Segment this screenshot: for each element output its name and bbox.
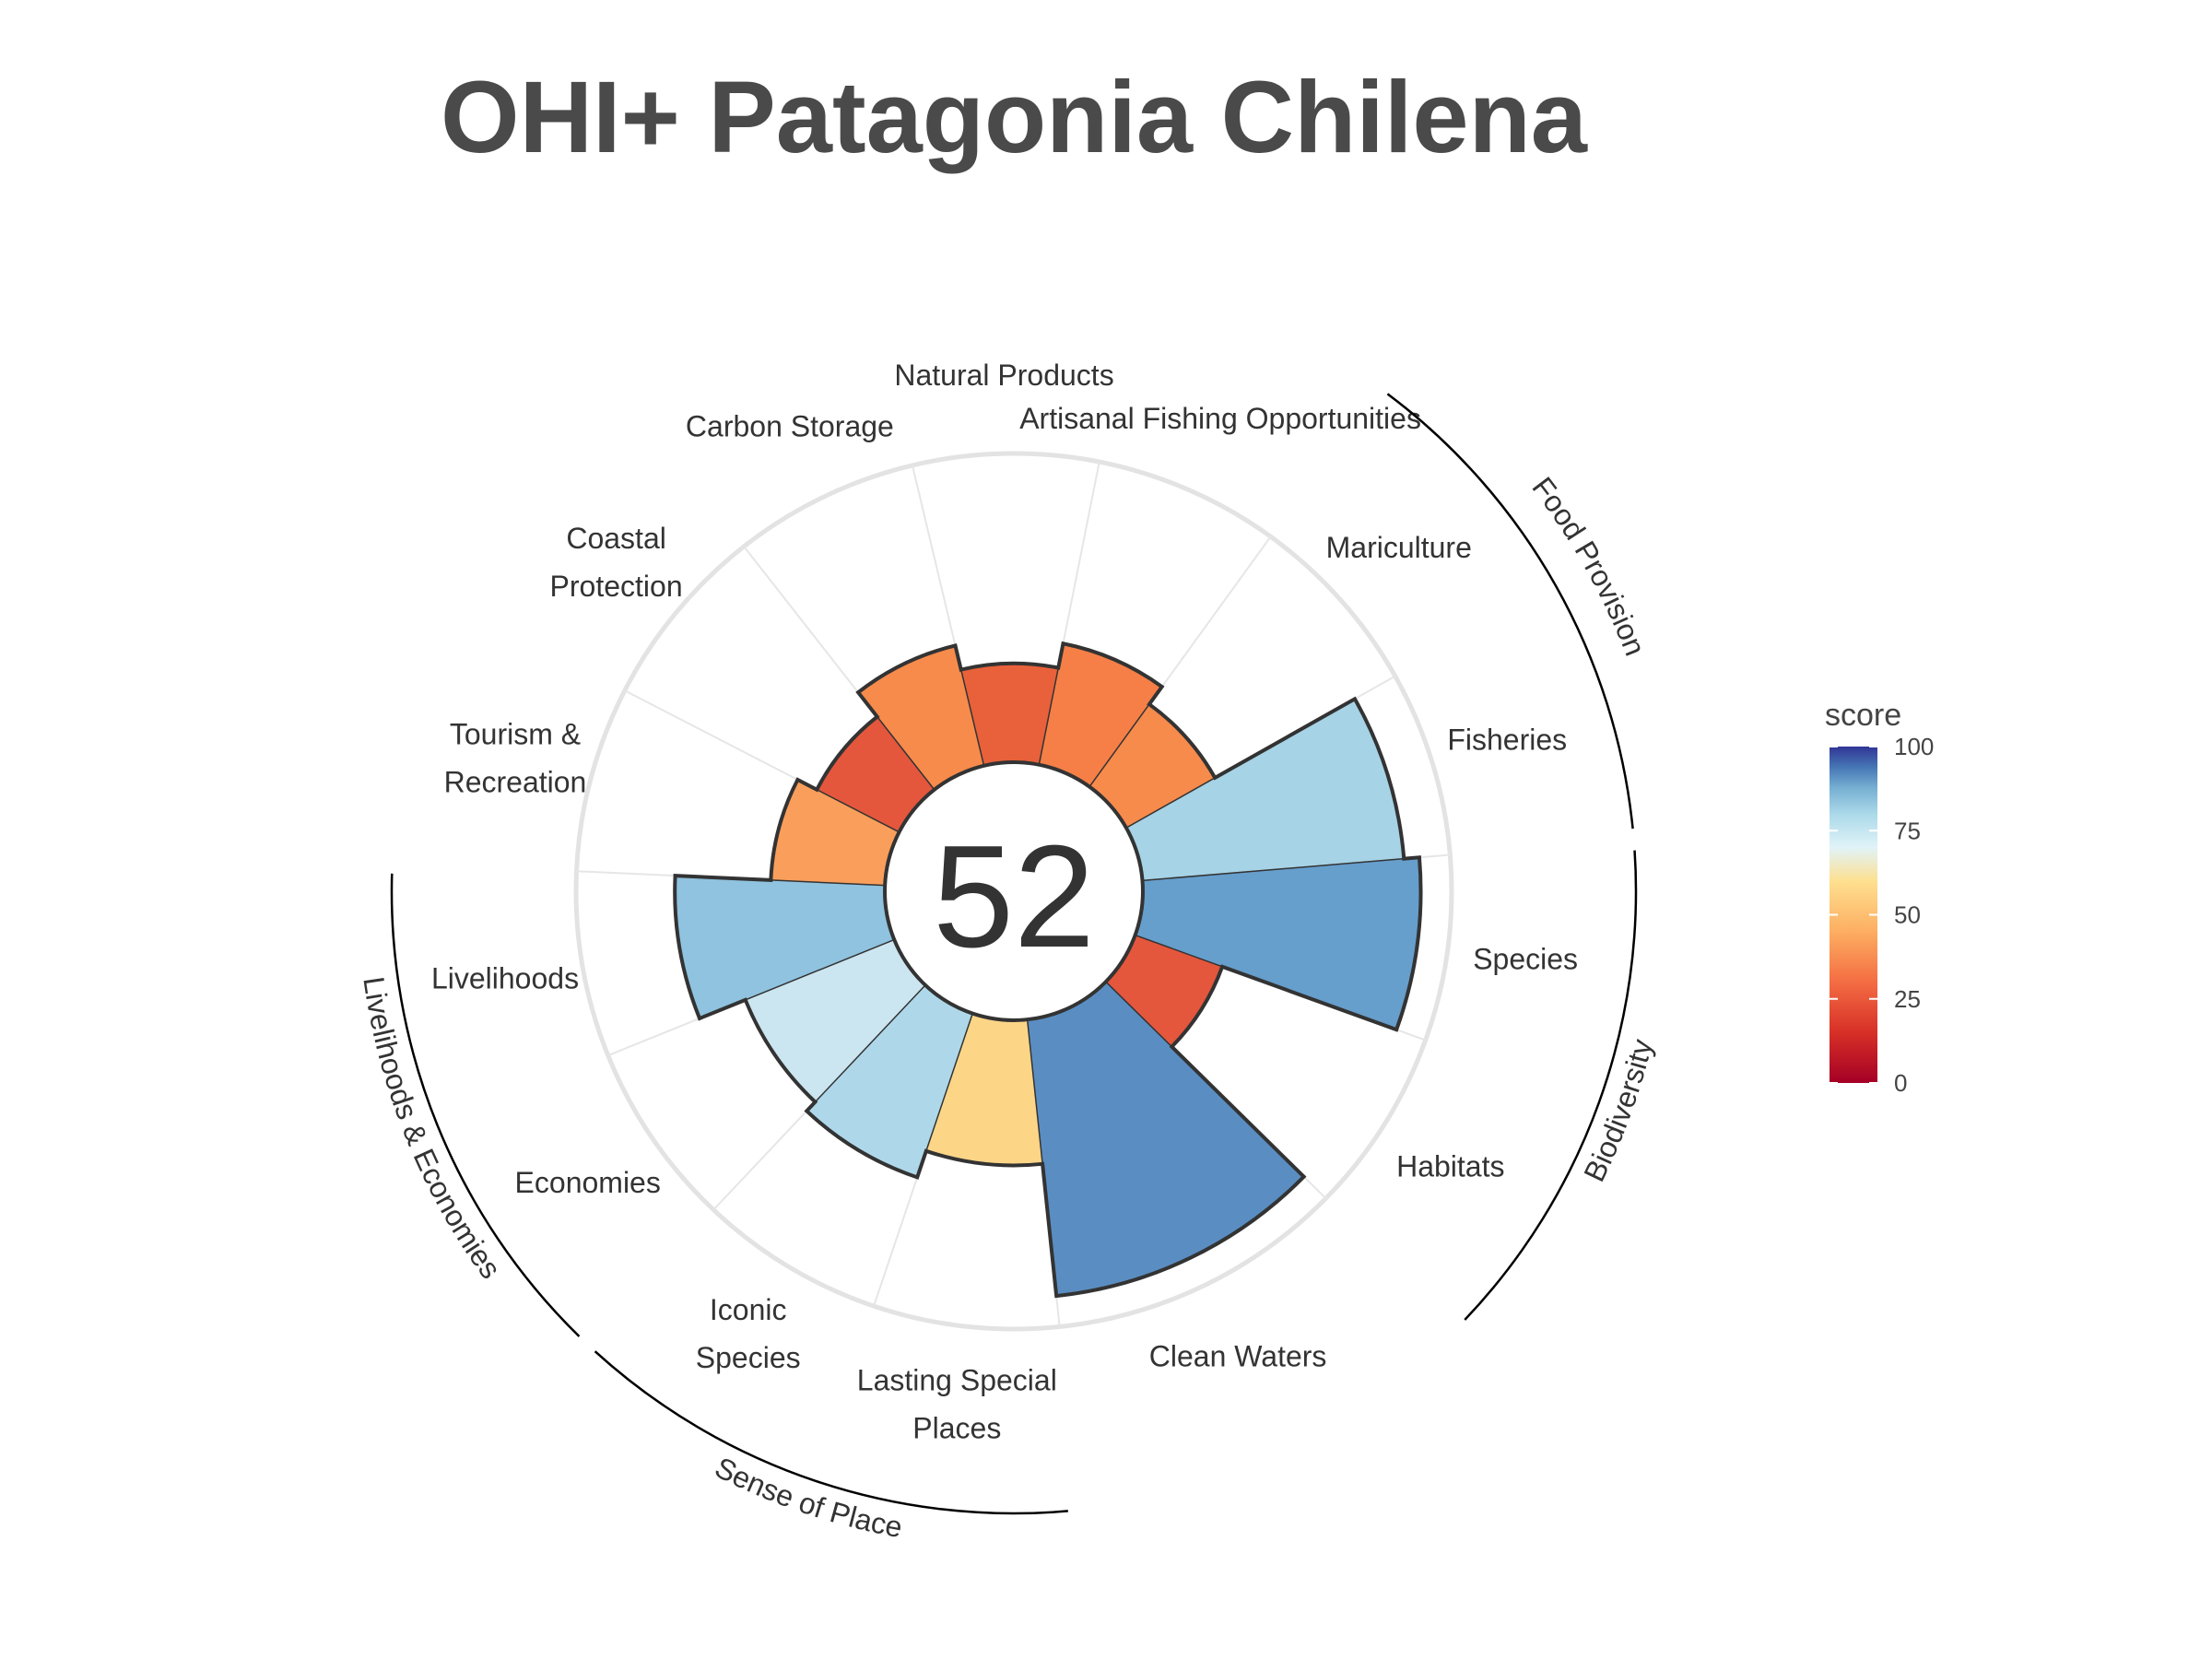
bar-carbon-storage bbox=[858, 645, 985, 792]
goal-label-clean-waters: Clean Waters bbox=[1149, 1339, 1327, 1372]
bar-tourism-and-recreation bbox=[771, 780, 901, 886]
goal-label-line: Iconic bbox=[710, 1293, 787, 1326]
goal-label-line: Natural Products bbox=[894, 359, 1113, 392]
score-legend: score 0 25 50 75 100 bbox=[1825, 698, 1934, 1097]
bar-coastal-protection bbox=[817, 716, 935, 833]
goal-label-line: Livelihoods bbox=[431, 961, 579, 994]
bar-natural-products bbox=[960, 663, 1059, 768]
goal-label-artisanal-fishing-opportunities: Artisanal Fishing Opportunities bbox=[1019, 402, 1421, 435]
goal-label-line: Species bbox=[1473, 943, 1578, 976]
bar-divider bbox=[816, 789, 900, 833]
goal-label-line: Artisanal Fishing Opportunities bbox=[1019, 402, 1421, 435]
bar-habitats bbox=[1104, 934, 1223, 1047]
bar-divider bbox=[771, 879, 886, 887]
chart-title: OHI+ Patagonia Chilena bbox=[441, 61, 1588, 174]
goal-label-line: Tourism & bbox=[450, 717, 581, 750]
bar-divider bbox=[1105, 981, 1305, 1178]
goal-labels: Natural Products Artisanal Fishing Opport… bbox=[431, 359, 1578, 1444]
legend-tick-label: 25 bbox=[1894, 985, 1921, 1013]
bar-divider bbox=[1142, 856, 1420, 882]
bar-divider bbox=[1125, 698, 1356, 829]
goal-label-livelihoods: Livelihoods bbox=[431, 961, 579, 994]
goal-label-mariculture: Mariculture bbox=[1326, 531, 1472, 564]
goal-label-carbon-storage: Carbon Storage bbox=[686, 410, 894, 443]
group-arc-food-provision bbox=[1386, 393, 1634, 830]
goal-label-line: Mariculture bbox=[1326, 531, 1472, 564]
goal-label-tourism-and-recreation: Tourism & Recreation bbox=[444, 717, 587, 798]
goal-label-line: Coastal bbox=[566, 522, 666, 555]
goal-label-line: Protection bbox=[550, 570, 683, 603]
legend-tick-label: 75 bbox=[1894, 817, 1921, 844]
bar-clean-waters bbox=[1027, 980, 1304, 1297]
goal-label-line: Species bbox=[696, 1341, 801, 1374]
goal-label-lasting-special-places: Lasting Special Places bbox=[857, 1364, 1057, 1445]
bar-economies bbox=[745, 938, 927, 1102]
bar-species bbox=[1133, 857, 1421, 1030]
bar-divider bbox=[959, 669, 985, 766]
bar-fisheries bbox=[1124, 699, 1405, 881]
goal-label-habitats: Habitats bbox=[1396, 1150, 1504, 1183]
goal-label-coastal-protection: Coastal Protection bbox=[550, 522, 683, 603]
bar-divider bbox=[1026, 1019, 1043, 1164]
group-arc-biodiversity bbox=[1464, 850, 1638, 1321]
group-label-biodiversity: Biodiversity bbox=[1577, 1036, 1658, 1187]
bar-divider bbox=[814, 984, 926, 1103]
group-label-livelihoods-and-economies: Livelihoods & Economies bbox=[357, 974, 507, 1284]
petal-outline bbox=[673, 641, 1423, 1299]
goal-label-line: Economies bbox=[515, 1166, 661, 1199]
center-circle bbox=[883, 760, 1145, 1022]
legend-tick-label: 50 bbox=[1894, 901, 1921, 929]
goal-label-line: Clean Waters bbox=[1149, 1339, 1327, 1372]
goal-label-economies: Economies bbox=[515, 1166, 661, 1199]
bar-iconic-species bbox=[806, 983, 973, 1178]
goal-label-line: Places bbox=[912, 1412, 1001, 1445]
group-arc-sense-of-place bbox=[594, 1350, 1068, 1515]
bar-divider bbox=[916, 1013, 973, 1178]
bar-lasting-special-places bbox=[925, 1011, 1043, 1166]
goal-label-line: Lasting Special bbox=[857, 1364, 1057, 1397]
goal-label-natural-products: Natural Products bbox=[894, 359, 1113, 392]
goal-label-line: Fisheries bbox=[1447, 723, 1567, 756]
bar-divider bbox=[1088, 703, 1150, 788]
bar-divider bbox=[857, 691, 935, 791]
bar-divider bbox=[699, 938, 895, 1019]
goal-label-iconic-species: Iconic Species bbox=[696, 1293, 801, 1374]
outer-grid-ring bbox=[573, 451, 1454, 1332]
overall-score: 52 bbox=[933, 816, 1095, 978]
legend-tick-label: 100 bbox=[1894, 733, 1934, 760]
goal-label-line: Habitats bbox=[1396, 1150, 1504, 1183]
legend-ticks: 0 25 50 75 100 bbox=[1830, 733, 1934, 1097]
legend-tick-label: 0 bbox=[1894, 1069, 1907, 1097]
petal-bars bbox=[673, 641, 1423, 1299]
group-arc-livelihoods-and-economies bbox=[390, 873, 581, 1337]
bar-artisanal-fishing-opportunities bbox=[1038, 643, 1162, 789]
goal-label-fisheries: Fisheries bbox=[1447, 723, 1567, 756]
legend-title: score bbox=[1825, 698, 1901, 733]
bar-divider bbox=[1135, 934, 1223, 968]
goal-label-species: Species bbox=[1473, 943, 1578, 976]
goal-label-line: Carbon Storage bbox=[686, 410, 894, 443]
bar-divider bbox=[1038, 643, 1065, 765]
bar-livelihoods bbox=[675, 876, 897, 1018]
goal-label-line: Recreation bbox=[444, 765, 587, 798]
